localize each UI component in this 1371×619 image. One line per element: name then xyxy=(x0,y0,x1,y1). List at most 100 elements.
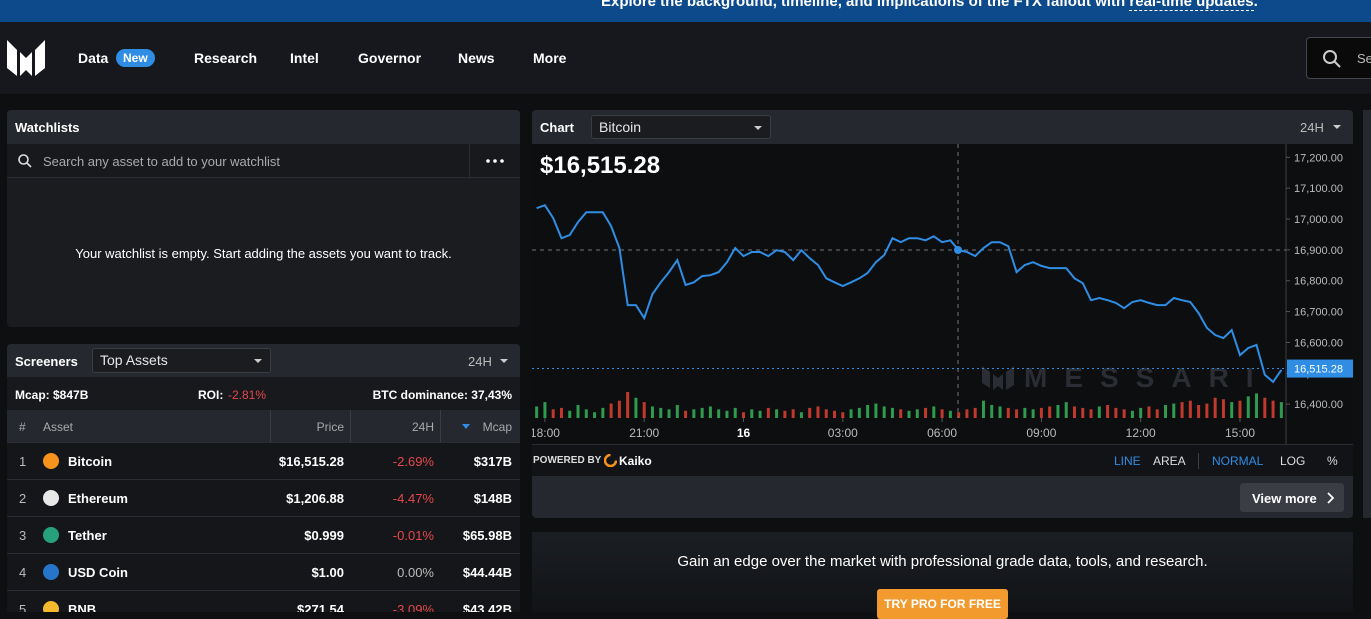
volume-bar xyxy=(1155,409,1159,418)
volume-bar xyxy=(1039,407,1043,418)
table-row[interactable]: 4 USD Coin $1.00 0.00% $44.44B xyxy=(7,553,520,590)
col-header[interactable]: 24H xyxy=(411,420,434,434)
chart-controls: POWERED BY Kaiko LINE AREA NORMAL LOG% xyxy=(532,444,1353,476)
volume-bar xyxy=(708,406,712,418)
table-body: 1 Bitcoin $16,515.28 -2.69% $317B 2 Ethereum $1… xyxy=(7,442,520,612)
rank: 3 xyxy=(19,528,27,543)
menu-icon[interactable] xyxy=(486,159,504,163)
volume-bar xyxy=(692,409,696,418)
volume-bar xyxy=(1213,397,1217,418)
table-row[interactable]: 1 Bitcoin $16,515.28 -2.69% $317B xyxy=(7,442,520,479)
volume-bar xyxy=(1023,407,1027,418)
volume-bar xyxy=(733,407,737,418)
chart-option[interactable]: % xyxy=(1327,454,1338,468)
logo[interactable] xyxy=(7,40,45,76)
nav-item[interactable]: Intel xyxy=(290,50,319,66)
volume-bar xyxy=(866,405,870,418)
chart-period[interactable]: 24H xyxy=(1300,120,1324,135)
volume-bar xyxy=(882,406,886,418)
y-tick-label: 16,800.00 xyxy=(1294,276,1343,288)
volume-bar xyxy=(899,409,903,418)
nav-item[interactable]: More xyxy=(533,50,567,66)
volume-bar xyxy=(1048,406,1052,418)
search-box[interactable]: Search xyxy=(1306,37,1371,79)
screener-stats: Mcap: $847B ROI: -2.81% BTC dominance: 3… xyxy=(7,377,520,410)
side-panel xyxy=(1363,110,1371,518)
screener-period[interactable]: 24H xyxy=(468,354,492,369)
view-more-button[interactable]: View more xyxy=(1240,483,1344,512)
volume-bar xyxy=(1230,402,1234,418)
divider xyxy=(469,144,470,178)
powered-by: POWERED BY xyxy=(533,455,602,466)
volume-bar xyxy=(742,412,746,418)
chart-option[interactable]: LOG xyxy=(1280,454,1306,468)
promo-button[interactable]: TRY PRO FOR FREE xyxy=(877,589,1008,619)
x-tick-label: 16 xyxy=(737,426,751,440)
price-chart: 16,400.0016,500.0016,600.0016,700.0016,8… xyxy=(532,144,1353,444)
volume-bar xyxy=(1106,405,1110,418)
stat-roi-label: ROI: xyxy=(198,388,224,402)
search-placeholder: Search any asset to add to your watchlis… xyxy=(43,154,281,169)
nav-item[interactable]: Data xyxy=(78,50,109,66)
price: $16,515.28 xyxy=(278,454,344,469)
volume-bar xyxy=(940,409,944,418)
col-header[interactable]: Mcap xyxy=(482,420,512,434)
volume-bar xyxy=(1172,403,1176,418)
watchlist-title: Watchlists xyxy=(15,120,80,135)
col-header: # xyxy=(19,420,26,434)
y-tick-label: 17,100.00 xyxy=(1294,183,1343,195)
volume-bar xyxy=(915,409,919,418)
change: -2.69% xyxy=(392,454,434,469)
divider xyxy=(440,410,441,442)
asset-name: Tether xyxy=(68,528,107,543)
chart-header: Chart Bitcoin 24H xyxy=(532,110,1353,144)
chart-option[interactable]: AREA xyxy=(1153,454,1186,468)
chart-option[interactable]: LINE xyxy=(1114,454,1141,468)
coin-icon xyxy=(43,601,59,612)
chart-option[interactable]: NORMAL xyxy=(1212,454,1264,468)
current-price: $16,515.28 xyxy=(540,152,661,179)
mcap: $148B xyxy=(473,491,512,506)
volume-bar xyxy=(833,410,837,418)
y-tick-label: 16,900.00 xyxy=(1294,245,1343,257)
nav-item[interactable]: Research xyxy=(194,50,258,66)
volume-bar xyxy=(593,412,597,418)
screener-select[interactable]: Top Assets xyxy=(92,348,271,373)
table-row[interactable]: 5 BNB $271.54 -3.09% $43.42B xyxy=(7,590,520,612)
mcap: $65.98B xyxy=(462,528,512,543)
promo-text: Gain an edge over the market with profes… xyxy=(677,553,1208,570)
volume-bar xyxy=(725,410,729,418)
asset-select[interactable]: Bitcoin xyxy=(591,115,771,139)
volume-bar xyxy=(584,409,588,418)
nav-badge: New xyxy=(116,49,155,67)
col-header[interactable]: Asset xyxy=(43,420,74,434)
table-row[interactable]: 2 Ethereum $1,206.88 -4.47% $148B xyxy=(7,479,520,516)
volume-bar xyxy=(1147,406,1151,418)
watermark: MESSARI xyxy=(1024,362,1271,393)
banner-link[interactable]: real-time updates xyxy=(1129,0,1254,11)
stat-dominance: BTC dominance: 37,43% xyxy=(372,388,512,402)
x-tick-label: 09:00 xyxy=(1026,426,1056,440)
volume-bar xyxy=(990,405,994,418)
sort-icon xyxy=(462,424,470,429)
nav-item[interactable]: News xyxy=(458,50,495,66)
last-price-label: 16,515.28 xyxy=(1294,364,1343,376)
change: 0.00% xyxy=(397,565,434,580)
watchlist-search[interactable]: Search any asset to add to your watchlis… xyxy=(7,144,520,178)
volume-bar xyxy=(1015,409,1019,418)
volume-bar xyxy=(957,412,961,418)
col-header[interactable]: Price xyxy=(316,420,344,434)
volume-bar xyxy=(841,412,845,418)
asset-name: USD Coin xyxy=(68,565,128,580)
volume-bar xyxy=(924,407,928,418)
nav-item[interactable]: Governor xyxy=(358,50,422,66)
watermark-logo xyxy=(982,366,1014,390)
volume-bar xyxy=(634,397,638,418)
volume-bar xyxy=(766,407,770,418)
volume-bar xyxy=(1238,400,1242,418)
volume-bar xyxy=(849,409,853,418)
x-tick-label: 06:00 xyxy=(927,426,957,440)
screener-title: Screeners xyxy=(15,354,78,369)
table-row[interactable]: 3 Tether $0.999 -0.01% $65.98B xyxy=(7,516,520,553)
last-price-box xyxy=(1287,359,1353,378)
